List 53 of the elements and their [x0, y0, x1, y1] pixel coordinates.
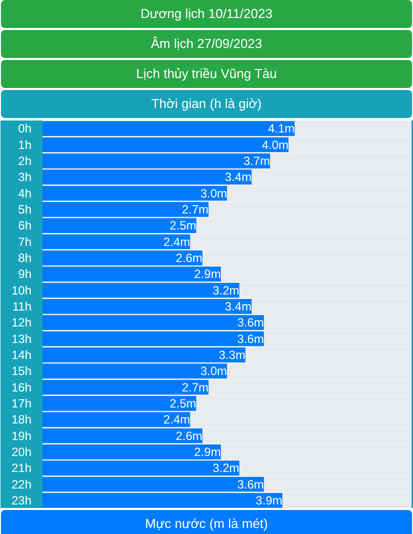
data-label: 4.1m: [268, 122, 295, 136]
data-label: 3.9m: [256, 493, 282, 508]
data-label: 2.9m: [194, 267, 221, 282]
data-label: 2.7m: [182, 202, 209, 216]
y-tick-label: 23h: [11, 493, 32, 508]
y-tick-label: 0h: [18, 122, 32, 136]
data-label: 2.9m: [194, 444, 221, 459]
y-tick-label: 4h: [18, 186, 32, 200]
data-label: 3.2m: [212, 461, 240, 476]
y-tick-label: 12h: [11, 316, 32, 330]
y-tick-label: 7h: [18, 234, 32, 249]
data-label: 4.0m: [262, 138, 289, 152]
y-tick-label: 10h: [11, 283, 32, 298]
y-tick-label: 6h: [18, 218, 32, 233]
chart-title: Lịch thủy triều Vũng Tàu: [136, 65, 277, 83]
y-tick-label: 13h: [11, 332, 32, 346]
y-tick-label: 17h: [11, 396, 32, 410]
data-label: 2.6m: [176, 250, 202, 265]
text: Âm lịch 27/09/2023: [150, 35, 262, 53]
y-tick-label: 11h: [12, 299, 32, 314]
x-axis-title: Mực nước (m là mét): [145, 515, 268, 533]
y-tick-label: 1h: [18, 138, 32, 152]
data-label: 3.6m: [237, 477, 264, 492]
y-tick-label: 21h: [11, 461, 32, 476]
y-tick-label: 2h: [18, 154, 32, 168]
data-label: 3.0m: [200, 364, 228, 378]
data-label: 3.2m: [212, 283, 240, 298]
data-label: 2.6m: [176, 428, 202, 443]
data-label: 3.7m: [243, 154, 270, 168]
y-tick-label: 5h: [18, 202, 32, 216]
data-label: 3.0m: [200, 186, 228, 200]
data-label: 2.7m: [182, 380, 209, 394]
y-tick-label: 19h: [11, 428, 32, 443]
y-tick-label: 3h: [18, 170, 32, 184]
y-tick-label: 9h: [18, 267, 32, 282]
y-tick-label: 14h: [11, 348, 32, 362]
y-tick-label: 8h: [18, 250, 32, 265]
data-label: 3.6m: [237, 332, 264, 346]
y-tick-label: 20h: [11, 444, 32, 459]
data-label: 3.3m: [218, 348, 246, 362]
data-label: 2.5m: [170, 396, 196, 410]
y-tick-label: 15h: [11, 364, 32, 378]
y-tick-label: 22h: [11, 477, 32, 492]
data-label: 2.4m: [163, 412, 190, 427]
y-axis-title: Thời gian (h là giờ): [151, 95, 262, 113]
data-label: 2.4m: [163, 234, 190, 249]
data-label: 2.5m: [170, 218, 196, 233]
y-tick-label: 18h: [11, 412, 32, 427]
y-tick-label: 16h: [11, 380, 32, 394]
data-label: 3.4m: [224, 299, 252, 314]
data-label: 3.4m: [224, 170, 252, 184]
data-label: 3.6m: [237, 316, 264, 330]
text: Dương lịch 10/11/2023: [140, 5, 272, 23]
